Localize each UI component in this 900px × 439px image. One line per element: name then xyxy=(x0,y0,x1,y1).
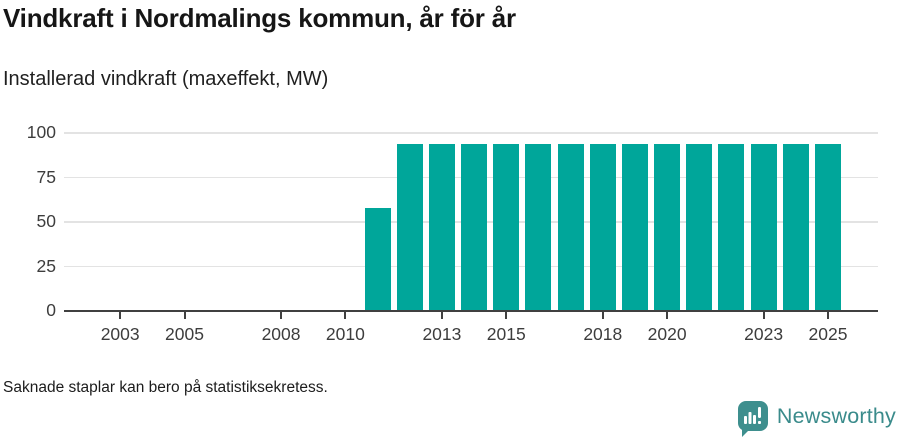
y-tick-label-75: 75 xyxy=(36,166,56,187)
bar-2021 xyxy=(686,143,713,311)
x-tick-2023 xyxy=(762,312,765,319)
x-tick-label-2010: 2010 xyxy=(325,324,365,344)
x-tick-label-2020: 2020 xyxy=(647,324,687,344)
chart-subtitle: Installerad vindkraft (maxeffekt, MW) xyxy=(3,68,329,90)
grid-line-100 xyxy=(64,132,878,134)
bar-2018 xyxy=(589,143,616,311)
x-tick-2025 xyxy=(827,312,829,319)
bar-2023 xyxy=(750,143,777,311)
y-tick-label-50: 50 xyxy=(36,211,56,231)
x-tick-label-2025: 2025 xyxy=(808,324,848,344)
bar-2013 xyxy=(428,143,455,311)
x-tick-label-2008: 2008 xyxy=(261,324,301,344)
x-tick-2013 xyxy=(440,312,443,319)
bar-2014 xyxy=(461,143,488,311)
x-tick-2003 xyxy=(119,312,122,319)
x-tick-2015 xyxy=(505,312,508,319)
newsworthy-logo[interactable]: Newsworthy xyxy=(737,401,896,437)
x-tick-label-2013: 2013 xyxy=(422,324,462,344)
chart-title: Vindkraft i Nordmalings kommun, år för å… xyxy=(3,3,516,33)
footnote: Saknade staplar kan bero på statistiksek… xyxy=(3,379,328,396)
x-tick-2018 xyxy=(601,312,604,319)
x-tick-2010 xyxy=(344,312,347,319)
bar-2016 xyxy=(525,143,552,311)
bar-2019 xyxy=(621,143,648,311)
newsworthy-logo-text: Newsworthy xyxy=(776,403,896,428)
x-tick-label-2023: 2023 xyxy=(744,324,784,344)
x-tick-label-2018: 2018 xyxy=(583,324,623,344)
x-tick-label-2003: 2003 xyxy=(100,324,140,344)
bar-2012 xyxy=(396,143,423,311)
x-tick-label-2015: 2015 xyxy=(486,324,526,344)
x-tick-2020 xyxy=(666,312,669,319)
newsworthy-logo-icon xyxy=(737,401,768,437)
x-tick-2008 xyxy=(280,312,283,319)
bar-2011 xyxy=(364,207,391,311)
bar-2017 xyxy=(557,143,584,311)
x-axis-line xyxy=(64,310,878,312)
bar-2020 xyxy=(654,143,681,311)
y-tick-label-0: 0 xyxy=(46,300,56,320)
y-tick-label-100: 100 xyxy=(26,122,56,142)
bar-2025 xyxy=(815,143,841,311)
bar-2015 xyxy=(493,143,520,311)
y-tick-label-25: 25 xyxy=(36,255,56,276)
bar-2024 xyxy=(782,143,809,311)
x-tick-label-2005: 2005 xyxy=(165,324,204,344)
bar-2022 xyxy=(718,143,745,311)
x-tick-2005 xyxy=(183,312,186,319)
